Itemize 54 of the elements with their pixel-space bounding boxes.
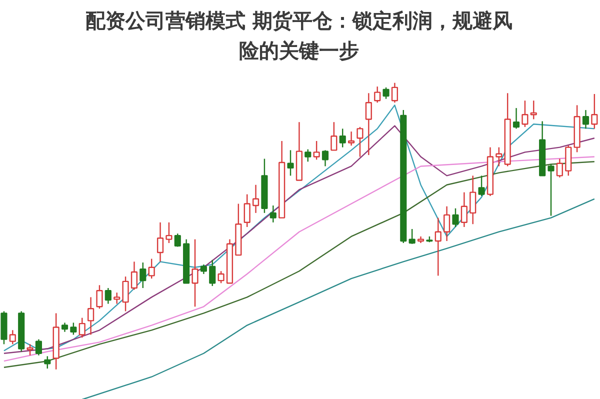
candlestick	[122, 276, 129, 312]
candlestick	[339, 128, 346, 148]
candlestick	[322, 150, 329, 167]
candlestick	[174, 232, 181, 248]
candlestick	[61, 322, 68, 332]
candlestick	[244, 194, 250, 228]
candlestick	[140, 262, 146, 289]
candlestick	[313, 140, 320, 160]
candlestick	[130, 261, 138, 290]
candlestick	[391, 82, 398, 104]
candlestick	[548, 164, 554, 216]
candlestick	[287, 150, 294, 176]
chart-title: 配资公司营销模式 期货平仓：锁定利润，规避风险的关键一步	[86, 8, 513, 62]
candlestick	[382, 86, 390, 100]
candlestick	[114, 292, 120, 304]
candlestick	[156, 222, 164, 262]
candlestick	[512, 107, 520, 130]
candlestick	[522, 100, 528, 128]
candlestick	[408, 228, 416, 244]
candlestick	[470, 175, 476, 225]
candlestick	[374, 86, 381, 104]
candlestick	[88, 296, 94, 336]
candlestick	[591, 93, 598, 130]
candlestick	[496, 146, 502, 167]
candlestick	[565, 144, 572, 176]
candlestick	[218, 270, 224, 284]
candlestick	[434, 217, 442, 276]
candlestick	[556, 158, 563, 178]
candlestick	[582, 109, 590, 130]
candlestick	[330, 121, 338, 151]
candlestick	[148, 258, 155, 280]
candlestick	[530, 100, 537, 120]
candlestick	[460, 192, 468, 228]
candlestick	[348, 130, 355, 146]
candlestick	[452, 208, 459, 228]
candlestick	[104, 287, 112, 304]
candlestick	[192, 238, 198, 308]
candlestick	[96, 284, 103, 310]
candlestick	[252, 184, 260, 214]
candlestick	[365, 92, 372, 156]
candlestick	[444, 206, 450, 242]
candlestick	[304, 148, 312, 162]
candlestick	[356, 126, 364, 158]
candlestick	[26, 344, 34, 356]
candlestick	[209, 259, 216, 287]
candlestick	[35, 338, 42, 356]
candlestick	[270, 204, 276, 223]
candlestick	[78, 317, 86, 338]
candlestick	[200, 264, 207, 275]
candlestick	[478, 175, 485, 197]
candlestick	[44, 356, 51, 370]
candlestick	[166, 222, 172, 244]
candlestick	[70, 322, 77, 336]
candlestick	[9, 330, 16, 345]
